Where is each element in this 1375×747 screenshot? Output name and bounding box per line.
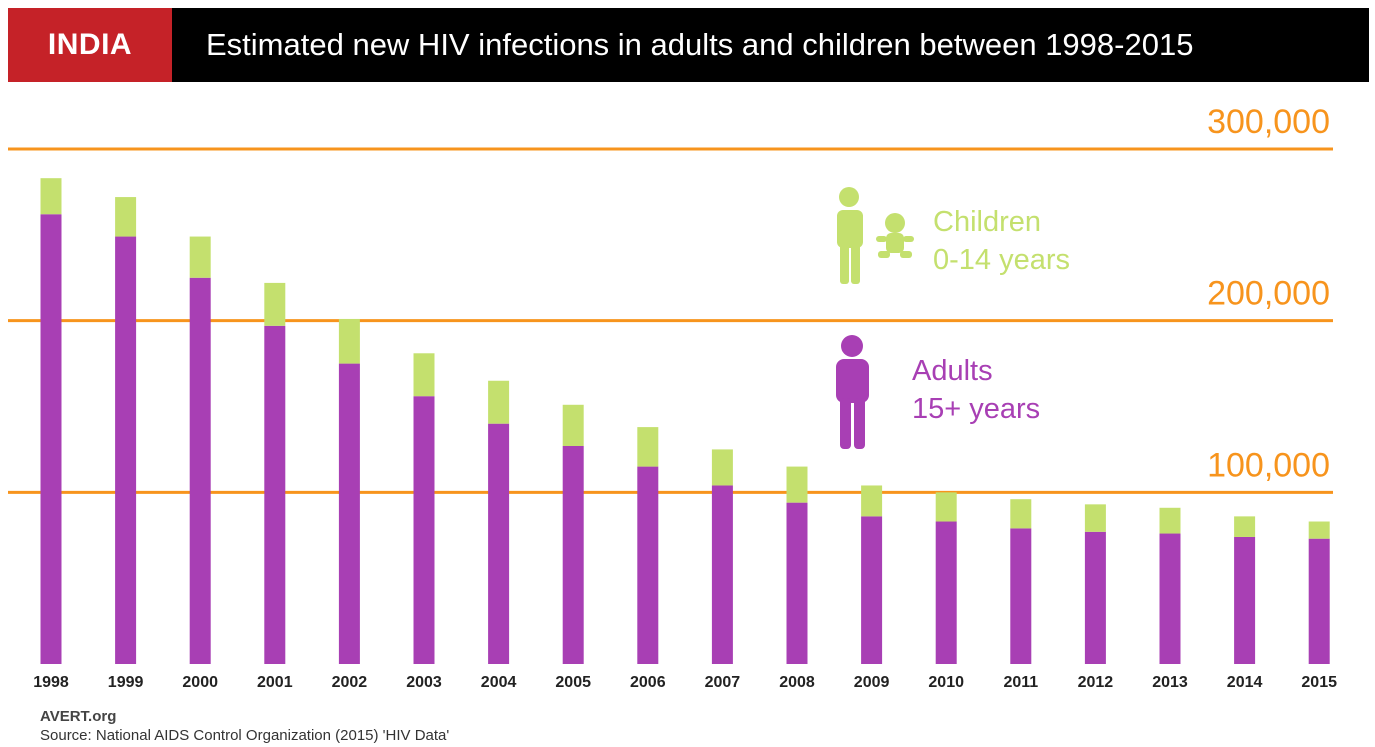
x-tick-label: 2006	[630, 674, 666, 691]
bar-children-2002	[338, 318, 360, 364]
bar-children-2006	[637, 427, 659, 467]
x-tick-label: 2002	[332, 674, 368, 691]
gridlines	[8, 147, 1333, 494]
bar-adults-2014	[1234, 536, 1256, 664]
y-tick-label: 100,000	[1207, 446, 1330, 484]
bar-adults-2009	[861, 516, 883, 664]
bar-adults-2010	[935, 521, 957, 664]
child-figure-icon	[837, 187, 863, 284]
bar-adults-2005	[562, 445, 584, 664]
adult-figure-icon	[836, 335, 869, 449]
footer: AVERT.org Source: National AIDS Control …	[40, 707, 449, 745]
legend-icons	[836, 187, 914, 449]
chart-title: Estimated new HIV infections in adults a…	[206, 27, 1194, 62]
chart-header: INDIA Estimated new HIV infections in ad…	[8, 8, 1369, 82]
bar-adults-2002	[338, 363, 360, 664]
bar-children-2011	[1010, 499, 1032, 529]
legend-adults: Adults 15+ years	[912, 352, 1040, 428]
bar-adults-2003	[413, 396, 435, 664]
bar-children-2007	[711, 449, 733, 486]
legend-adults-label: Adults	[912, 355, 993, 387]
bar-adults-2001	[264, 325, 286, 664]
country-label: INDIA	[8, 8, 172, 82]
x-tick-label: 2015	[1301, 674, 1337, 691]
bar-children-1999	[115, 197, 137, 237]
bar-children-2005	[562, 404, 584, 446]
x-tick-label: 2004	[481, 674, 517, 691]
footer-source: Source: National AIDS Control Organizati…	[40, 727, 450, 744]
bar-adults-2007	[711, 485, 733, 664]
x-tick-label: 1998	[33, 674, 69, 691]
footer-brand: AVERT.org	[40, 708, 117, 725]
legend-adults-age: 15+ years	[912, 393, 1041, 425]
bar-adults-1999	[115, 236, 137, 665]
bar-adults-2004	[488, 423, 510, 664]
x-tick-label: 2008	[779, 674, 815, 691]
x-tick-label: 2010	[928, 674, 964, 691]
x-tick-label: 1999	[108, 674, 144, 691]
y-tick-labels: 100,000 200,000 300,000	[1207, 103, 1330, 484]
bar-children-2009	[861, 485, 883, 517]
bar-adults-2000	[189, 277, 211, 664]
bar-children-2001	[264, 282, 286, 326]
x-tick-label: 2011	[1003, 674, 1038, 691]
x-tick-label: 2014	[1227, 674, 1263, 691]
x-axis-labels: 1998 1999 2000 2001 2002 2003 2004 2005 2006 2007…	[33, 674, 1337, 691]
bar-children-2015	[1308, 521, 1330, 539]
bar-adults-2006	[637, 466, 659, 664]
x-tick-label: 2001	[257, 674, 293, 691]
bar-children-2010	[935, 492, 957, 522]
bar-children-2000	[189, 236, 211, 278]
bar-children-2004	[488, 380, 510, 424]
x-tick-label: 2003	[406, 674, 442, 691]
bar-children-1998	[40, 178, 62, 215]
bar-adults-2015	[1308, 538, 1330, 664]
bar-children-2003	[413, 353, 435, 397]
bar-children-2014	[1234, 516, 1256, 537]
bar-adults-2011	[1010, 528, 1032, 664]
bar-adults-2012	[1084, 531, 1106, 664]
bar-adults-2008	[786, 502, 808, 664]
bar-adults-1998	[40, 214, 62, 664]
bar-adults-2013	[1159, 533, 1181, 664]
x-tick-label: 2009	[854, 674, 890, 691]
bar-children-2013	[1159, 507, 1181, 534]
bar-children-2008	[786, 466, 808, 503]
baby-figure-icon	[876, 213, 914, 258]
legend-children-age: 0-14 years	[933, 244, 1071, 276]
x-tick-label: 2007	[705, 674, 741, 691]
x-tick-label: 2000	[182, 674, 218, 691]
x-tick-label: 2005	[555, 674, 591, 691]
bar-children-2012	[1084, 504, 1106, 532]
y-tick-label: 300,000	[1207, 103, 1330, 141]
bars	[40, 178, 1330, 665]
x-tick-label: 2012	[1078, 674, 1114, 691]
legend-children-label: Children	[933, 206, 1041, 238]
x-tick-label: 2013	[1152, 674, 1188, 691]
y-tick-label: 200,000	[1207, 275, 1330, 313]
legend-children: Children 0-14 years	[933, 203, 1070, 279]
